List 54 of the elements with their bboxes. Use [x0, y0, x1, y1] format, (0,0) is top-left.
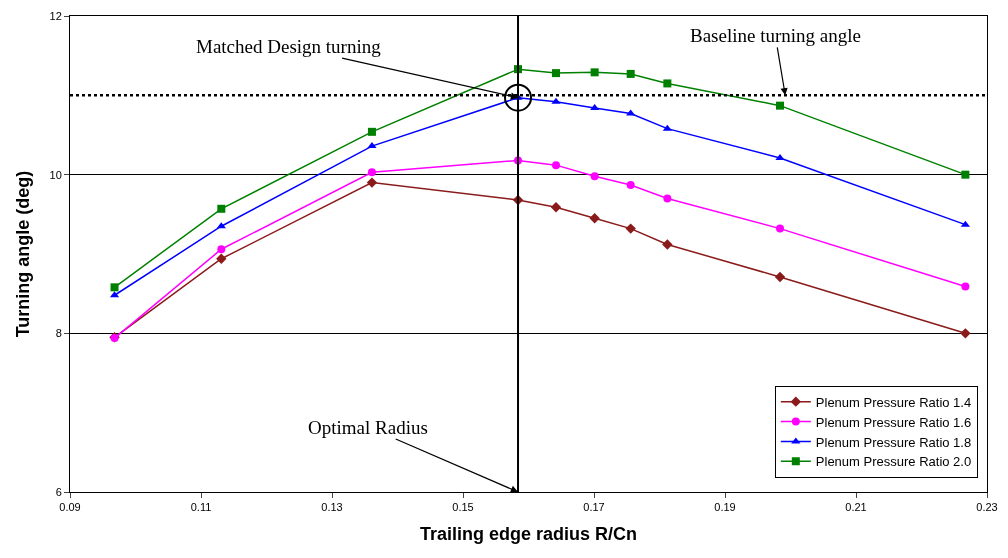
point [626, 69, 635, 78]
legend-label: Plenum Pressure Ratio 1.6 [815, 414, 972, 430]
y-tick-label: 8 [55, 327, 62, 340]
x-tick-label: 0.09 [59, 501, 81, 514]
ref-line-label: Optimal Radius [308, 417, 428, 438]
point [366, 177, 378, 188]
y-tick-label: 10 [49, 168, 62, 181]
point [961, 170, 970, 179]
point [590, 172, 599, 181]
point [663, 194, 672, 203]
point [110, 283, 119, 292]
point [551, 97, 561, 104]
point [626, 109, 636, 116]
point [590, 68, 599, 77]
point [663, 79, 672, 88]
point [216, 253, 227, 264]
point [776, 101, 785, 110]
point [216, 222, 226, 229]
point [960, 220, 970, 227]
point [552, 69, 561, 78]
x-axis-title: Trailing edge radius R/Cn [419, 524, 638, 545]
x-tick-label: 0.11 [190, 501, 212, 514]
point [217, 245, 226, 254]
point [367, 142, 377, 149]
x-tick-label: 0.19 [714, 501, 736, 514]
point [367, 127, 376, 136]
legend-label: Plenum Pressure Ratio 1.8 [815, 434, 972, 450]
x-tick-label: 0.23 [976, 501, 998, 514]
point [961, 282, 970, 291]
point [589, 213, 600, 224]
point [626, 180, 635, 189]
x-tick-label: 0.13 [321, 501, 343, 514]
point [776, 224, 785, 233]
point [960, 328, 971, 339]
annotation: Matched Design turning [196, 36, 382, 57]
point [625, 223, 636, 234]
point [662, 124, 672, 131]
point [367, 168, 376, 177]
point [217, 204, 226, 213]
point [550, 201, 562, 213]
x-tick-label: 0.15 [452, 501, 474, 514]
point [774, 271, 786, 283]
x-tick-label: 0.17 [583, 501, 605, 514]
y-axis-title: Turning angle (deg) [12, 170, 33, 338]
point [775, 154, 785, 161]
y-tick-label: 12 [49, 9, 62, 22]
point [552, 161, 561, 170]
legend-label: Plenum Pressure Ratio 1.4 [815, 394, 972, 410]
x-tick-label: 0.21 [845, 501, 867, 514]
legend-label: Plenum Pressure Ratio 2.0 [815, 454, 972, 470]
point [662, 239, 673, 250]
ref-line-label: Baseline turning angle [690, 25, 861, 46]
point [590, 104, 600, 111]
y-tick-label: 6 [55, 485, 62, 498]
